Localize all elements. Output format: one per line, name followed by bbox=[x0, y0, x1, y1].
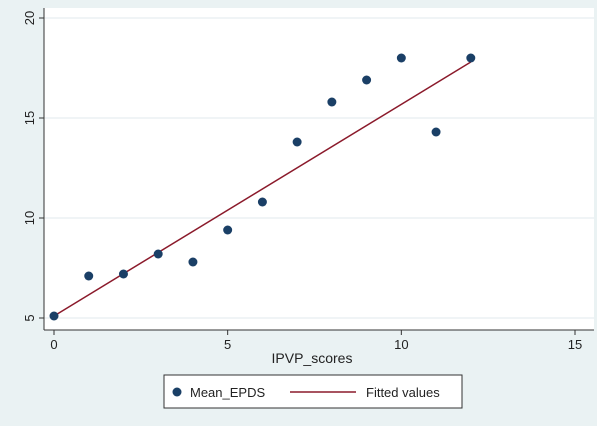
y-tick-label: 5 bbox=[22, 314, 37, 321]
data-point bbox=[257, 197, 267, 207]
legend-label-mean-epds: Mean_EPDS bbox=[190, 385, 265, 400]
plot-area bbox=[44, 8, 594, 330]
data-point bbox=[188, 257, 198, 267]
data-point bbox=[431, 127, 441, 137]
grid-lines bbox=[44, 17, 594, 319]
legend-label-fitted-values: Fitted values bbox=[366, 385, 440, 400]
x-tick-label: 10 bbox=[394, 337, 408, 352]
legend: Mean_EPDS Fitted values bbox=[163, 374, 463, 409]
data-marks bbox=[49, 53, 476, 321]
x-tick-label: 15 bbox=[568, 337, 582, 352]
legend-marker-mean-epds bbox=[172, 387, 182, 397]
data-point bbox=[292, 137, 302, 147]
y-tick-label: 10 bbox=[22, 211, 37, 225]
data-point bbox=[466, 53, 476, 63]
data-point bbox=[362, 75, 372, 85]
x-axis-title: IPVP_scores bbox=[272, 350, 353, 366]
x-tick-label: 0 bbox=[50, 337, 57, 352]
y-tick-label: 15 bbox=[22, 111, 37, 125]
data-point bbox=[223, 225, 233, 235]
data-point bbox=[84, 271, 94, 281]
data-point bbox=[396, 53, 406, 63]
data-point bbox=[118, 269, 128, 279]
y-tick-label: 20 bbox=[22, 11, 37, 25]
x-tick-label: 5 bbox=[224, 337, 231, 352]
data-point bbox=[153, 249, 163, 259]
axes: 0 5 10 15 5 10 15 20 bbox=[22, 8, 594, 352]
data-point bbox=[327, 97, 337, 107]
data-point bbox=[49, 311, 59, 321]
